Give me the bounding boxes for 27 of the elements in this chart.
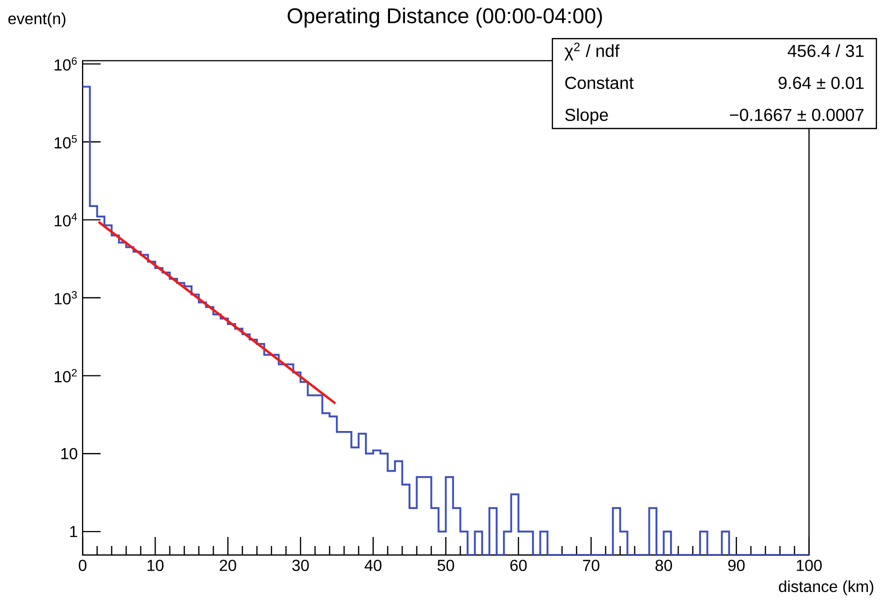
- annotation: Constant: [565, 76, 634, 90]
- y-tick-label: 10$^{3}$: [54, 291, 77, 304]
- x-tick-label: 10: [148, 560, 164, 572]
- text: χ$^{2}$ / ndf: [564, 42, 620, 60]
- x-tick-label: 0: [78, 560, 86, 572]
- x-tick-label: 50: [438, 560, 454, 572]
- x-tick-label: 80: [656, 560, 672, 572]
- y-tick-label: 1: [70, 526, 78, 538]
- text: 456.4 / 31: [788, 44, 864, 58]
- y-tick-label: 10: [61, 448, 78, 460]
- x-tick-label: 20: [220, 560, 236, 572]
- y-tick-label: 10$^{5}$: [54, 135, 77, 148]
- x-tick-label: 90: [728, 560, 745, 572]
- y-tick-label: 10$^{4}$: [54, 213, 77, 226]
- y-axis-title: event(n): [8, 12, 66, 28]
- x-tick-label: 40: [364, 560, 382, 572]
- y-tick-label: 10$^{6}$: [54, 57, 77, 71]
- x-axis-title: distance (km): [778, 580, 874, 596]
- x-tick-label: 60: [510, 560, 527, 572]
- annotation: Slope: [565, 108, 608, 124]
- chart-title: Operating Distance (00:00-04:00): [288, 8, 602, 28]
- x-tick-label: 100: [796, 560, 822, 572]
- annotation: −0.1667 ± 0.0007: [730, 108, 864, 122]
- y-tick-label: 10$^{2}$: [54, 368, 77, 382]
- annotation: 9.64 ± 0.01: [778, 76, 864, 90]
- x-tick-label: 70: [583, 560, 600, 572]
- x-tick-label: 30: [292, 560, 309, 572]
